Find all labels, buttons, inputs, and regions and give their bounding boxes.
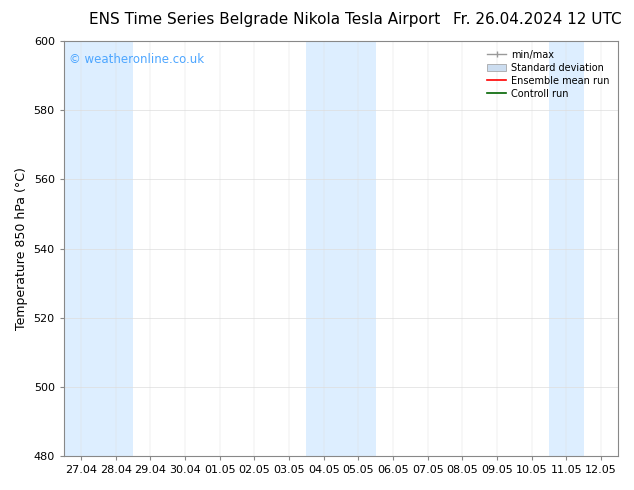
Text: © weatheronline.co.uk: © weatheronline.co.uk bbox=[69, 53, 205, 67]
Text: ENS Time Series Belgrade Nikola Tesla Airport: ENS Time Series Belgrade Nikola Tesla Ai… bbox=[89, 12, 440, 27]
Bar bbox=[64, 41, 133, 456]
Bar bbox=[549, 41, 584, 456]
Legend: min/max, Standard deviation, Ensemble mean run, Controll run: min/max, Standard deviation, Ensemble me… bbox=[483, 46, 614, 102]
Bar bbox=[306, 41, 376, 456]
Text: Fr. 26.04.2024 12 UTC: Fr. 26.04.2024 12 UTC bbox=[453, 12, 621, 27]
Y-axis label: Temperature 850 hPa (°C): Temperature 850 hPa (°C) bbox=[15, 167, 28, 330]
